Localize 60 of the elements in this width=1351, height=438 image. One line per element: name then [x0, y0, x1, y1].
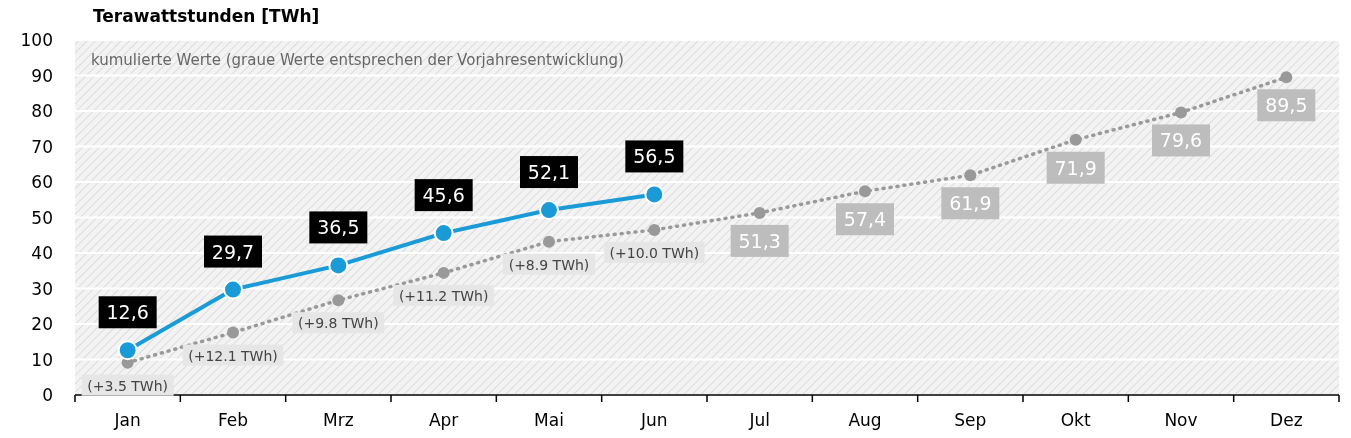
- point: [1069, 133, 1082, 146]
- point: [433, 223, 454, 244]
- point: [543, 235, 555, 248]
- data-label: 71,9: [1054, 156, 1097, 179]
- x-tick-label: Mai: [534, 410, 564, 430]
- annotation: (+12.1 TWh): [188, 347, 278, 364]
- point: [437, 266, 450, 279]
- y-tick-label: 70: [31, 136, 53, 157]
- data-label: 56,5: [633, 145, 676, 168]
- data-label: 79,6: [1159, 129, 1203, 152]
- point: [223, 279, 243, 300]
- data-label: 12,6: [106, 301, 149, 324]
- point: [539, 200, 559, 221]
- x-tick-label: Okt: [1060, 410, 1091, 430]
- x-tick-label: Aug: [848, 410, 882, 430]
- point: [859, 185, 871, 198]
- y-tick-label: 10: [31, 349, 53, 370]
- annotation: (+8.9 TWh): [508, 256, 590, 273]
- y-tick-label: 100: [20, 30, 53, 50]
- point: [1175, 106, 1187, 119]
- x-tick-label: Feb: [217, 410, 249, 430]
- y-axis-title: Terawattstunden [TWh]: [93, 6, 320, 26]
- annotation: (+11.2 TWh): [398, 287, 489, 304]
- point: [332, 294, 345, 307]
- data-label: 29,7: [211, 240, 255, 263]
- data-label: 52,1: [527, 161, 571, 184]
- y-tick-label: 80: [31, 101, 53, 121]
- x-tick-label: Jan: [113, 410, 141, 430]
- y-tick-label: 20: [31, 314, 53, 334]
- data-label: 89,5: [1265, 94, 1308, 117]
- x-tick-label: Mrz: [323, 410, 354, 430]
- data-label: 36,5: [317, 216, 360, 239]
- annotation: kumulierte Werte (graue Werte entsprechen der Vorjahresentwicklung): [91, 51, 624, 69]
- annotation: (+9.8 TWh): [298, 315, 379, 332]
- annotation: (+10.0 TWh): [609, 244, 700, 261]
- data-label: 57,4: [843, 208, 887, 231]
- x-tick-label: Dez: [1270, 410, 1303, 430]
- y-tick-label: 90: [31, 65, 53, 86]
- point: [1280, 71, 1293, 84]
- point: [964, 169, 977, 182]
- point: [117, 340, 138, 361]
- point: [644, 184, 665, 205]
- point: [648, 223, 661, 236]
- x-tick-label: Jul: [748, 410, 770, 430]
- data-label: 45,6: [422, 184, 465, 207]
- x-tick-label: Sep: [954, 410, 987, 430]
- point: [328, 255, 349, 276]
- y-tick-label: 60: [31, 172, 53, 192]
- data-label: 51,3: [738, 229, 781, 252]
- y-tick-label: 40: [31, 243, 53, 263]
- y-tick-label: 30: [31, 278, 53, 299]
- x-tick-label: Nov: [1164, 410, 1198, 430]
- x-tick-label: Apr: [428, 410, 459, 430]
- point: [227, 326, 239, 339]
- data-label: 61,9: [949, 192, 992, 215]
- point: [753, 206, 766, 219]
- y-tick-label: 50: [31, 207, 53, 228]
- y-tick-label: 0: [42, 385, 53, 405]
- annotation: (+3.5 TWh): [87, 377, 168, 394]
- x-tick-label: Jun: [640, 410, 668, 430]
